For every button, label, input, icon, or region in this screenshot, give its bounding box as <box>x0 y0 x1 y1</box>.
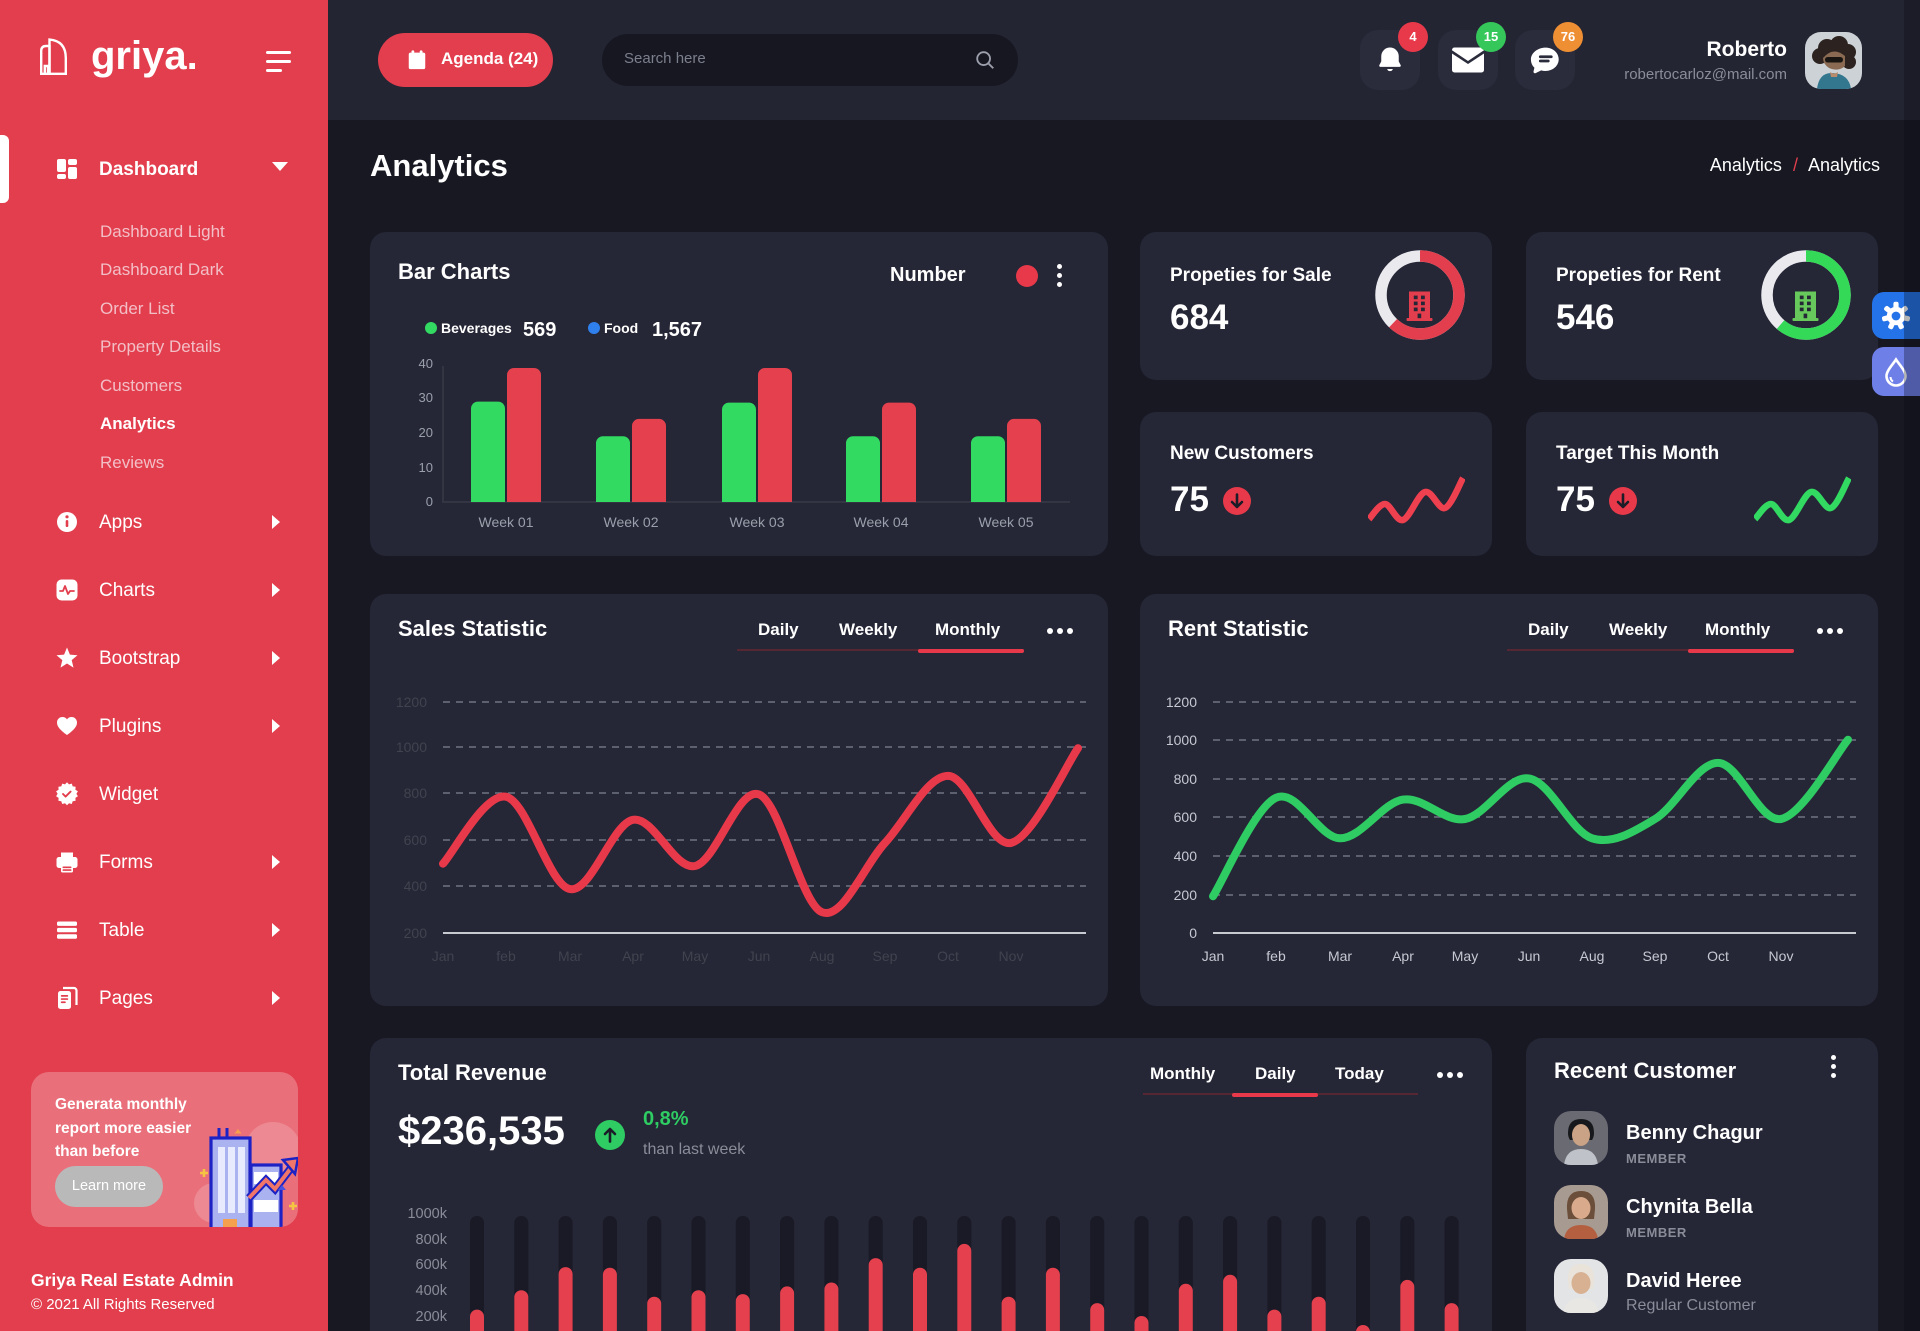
svg-text:1,567: 1,567 <box>652 319 702 341</box>
svg-text:Jan: Jan <box>1202 948 1225 964</box>
svg-text:1000k: 1000k <box>407 1206 447 1222</box>
svg-text:1200: 1200 <box>396 694 427 710</box>
svg-text:feb: feb <box>1266 948 1286 964</box>
svg-text:Sep: Sep <box>1643 948 1668 964</box>
svg-text:800: 800 <box>404 785 428 801</box>
svg-text:Aug: Aug <box>810 948 835 964</box>
svg-text:600: 600 <box>1174 809 1198 825</box>
svg-text:200: 200 <box>1174 887 1198 903</box>
svg-text:Jun: Jun <box>748 948 771 964</box>
svg-text:200: 200 <box>404 925 428 941</box>
svg-text:30: 30 <box>419 390 433 405</box>
svg-text:Sep: Sep <box>873 948 898 964</box>
svg-text:400k: 400k <box>416 1283 448 1299</box>
svg-text:10: 10 <box>419 460 433 475</box>
svg-text:0: 0 <box>426 494 433 509</box>
svg-text:800k: 800k <box>416 1232 448 1248</box>
svg-text:May: May <box>1452 948 1478 964</box>
svg-text:Aug: Aug <box>1580 948 1605 964</box>
svg-text:200k: 200k <box>416 1309 448 1325</box>
svg-text:1000: 1000 <box>1166 732 1197 748</box>
svg-text:Oct: Oct <box>1707 948 1729 964</box>
svg-text:Nov: Nov <box>999 948 1024 964</box>
svg-text:40: 40 <box>419 356 433 371</box>
svg-text:400: 400 <box>1174 848 1198 864</box>
svg-text:Week 04: Week 04 <box>854 514 909 530</box>
svg-text:Jan: Jan <box>432 948 455 964</box>
svg-text:600k: 600k <box>416 1257 448 1273</box>
svg-text:feb: feb <box>496 948 516 964</box>
svg-text:Jun: Jun <box>1518 948 1541 964</box>
svg-text:Apr: Apr <box>1392 948 1414 964</box>
svg-text:1200: 1200 <box>1166 694 1197 710</box>
svg-text:0: 0 <box>1189 925 1197 941</box>
svg-text:400: 400 <box>404 878 428 894</box>
svg-text:Beverages: Beverages <box>441 320 512 336</box>
svg-text:Mar: Mar <box>558 948 582 964</box>
svg-text:Mar: Mar <box>1328 948 1352 964</box>
svg-text:Week 01: Week 01 <box>479 514 534 530</box>
svg-text:Apr: Apr <box>622 948 644 964</box>
svg-text:20: 20 <box>419 425 433 440</box>
svg-text:800: 800 <box>1174 771 1198 787</box>
svg-text:600: 600 <box>404 832 428 848</box>
svg-text:569: 569 <box>523 319 556 341</box>
svg-text:1000: 1000 <box>396 739 427 755</box>
svg-text:Oct: Oct <box>937 948 959 964</box>
svg-text:Week 02: Week 02 <box>604 514 659 530</box>
svg-text:May: May <box>682 948 708 964</box>
svg-text:Week 03: Week 03 <box>730 514 785 530</box>
svg-text:Nov: Nov <box>1769 948 1794 964</box>
svg-text:Food: Food <box>604 320 638 336</box>
svg-text:Week 05: Week 05 <box>979 514 1034 530</box>
